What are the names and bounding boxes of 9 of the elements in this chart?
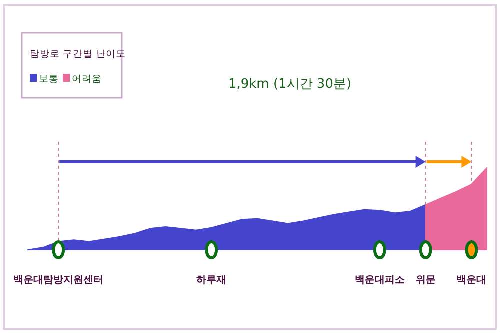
x-tick-label: 백운대피소 — [354, 275, 405, 286]
x-tick-label: 하루재 — [196, 275, 227, 286]
legend-title: 탐방로 구간별 난이도 — [30, 49, 126, 60]
x-tick-label: 백운대 — [456, 275, 487, 286]
chart-title: 1,9km (1시간 30분) — [228, 77, 352, 92]
x-tick-label: 위문 — [416, 275, 436, 286]
legend-label: 어려움 — [72, 74, 102, 85]
legend-label: 보통 — [39, 74, 59, 85]
x-tick-label: 백운대탐방지원센터 — [14, 275, 104, 286]
